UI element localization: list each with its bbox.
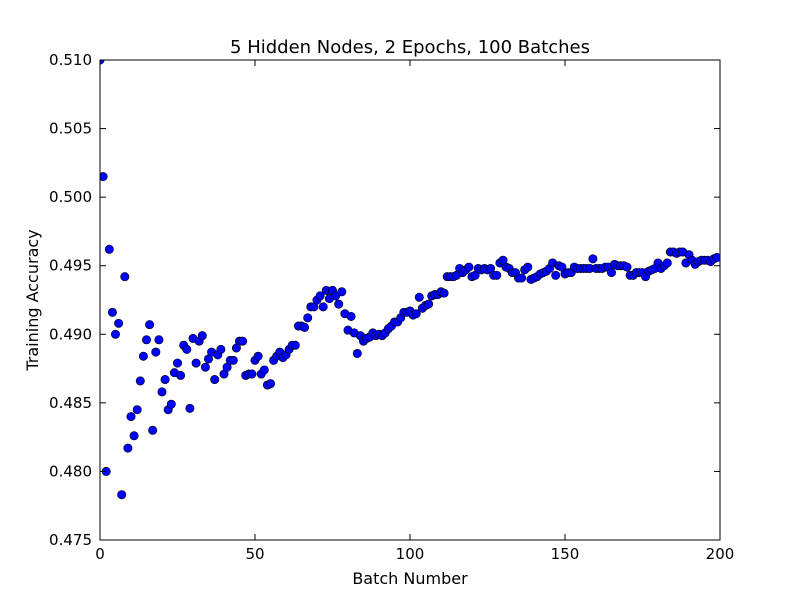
data-point [517, 273, 527, 283]
data-point [114, 318, 124, 328]
data-point [464, 262, 474, 272]
y-tick-label: 0.480 [49, 462, 92, 480]
data-point [346, 311, 356, 321]
data-point [315, 291, 325, 301]
x-axis-label: Batch Number [352, 569, 468, 588]
x-tick-label: 50 [245, 545, 264, 563]
data-point [142, 335, 152, 345]
data-point [331, 291, 341, 301]
data-point [197, 331, 207, 341]
data-point [303, 313, 313, 323]
data-point [216, 344, 226, 354]
axis-ticks: 0 50 100 150 200 0.475 0.480 0.485 0.490 0.495 0.5… [49, 51, 734, 563]
data-point [138, 351, 148, 361]
data-point [185, 403, 195, 413]
data-point [523, 262, 533, 272]
data-point [166, 399, 176, 409]
data-point [173, 358, 183, 368]
data-point [259, 365, 269, 375]
y-tick-label: 0.495 [49, 257, 92, 275]
data-point [318, 302, 328, 312]
data-point [135, 376, 145, 386]
data-point [182, 344, 192, 354]
data-point [210, 375, 220, 385]
data-point [228, 355, 238, 365]
data-point [160, 375, 170, 385]
data-point [238, 336, 248, 346]
data-point [424, 299, 434, 309]
data-point [120, 272, 130, 282]
y-tick-label: 0.485 [49, 394, 92, 412]
data-point [117, 490, 127, 500]
y-tick-label: 0.505 [49, 120, 92, 138]
data-point [411, 309, 421, 319]
data-point [492, 270, 502, 280]
x-tick-label: 100 [396, 545, 425, 563]
x-tick-label: 200 [706, 545, 735, 563]
y-tick-label: 0.490 [49, 325, 92, 343]
data-point [588, 254, 598, 264]
chart-title: 5 Hidden Nodes, 2 Epochs, 100 Batches [230, 37, 590, 58]
data-point [145, 320, 155, 330]
data-point [300, 322, 310, 332]
data-point [253, 351, 263, 361]
plot-area [100, 60, 720, 540]
data-point [176, 370, 186, 380]
data-point [551, 270, 561, 280]
y-tick-label: 0.475 [49, 531, 92, 549]
data-point [606, 268, 616, 278]
data-point [148, 425, 158, 435]
data-point [337, 287, 347, 297]
data-point [126, 412, 136, 422]
x-tick-label: 0 [95, 545, 105, 563]
y-tick-label: 0.500 [49, 188, 92, 206]
data-point [247, 369, 257, 379]
data-point [123, 443, 133, 453]
data-point [352, 348, 362, 358]
data-point [151, 347, 161, 357]
data-point [200, 362, 210, 372]
data-point [104, 244, 114, 254]
y-tick-label: 0.510 [49, 51, 92, 69]
data-point [154, 335, 164, 345]
data-point [191, 358, 201, 368]
x-tick-label: 150 [551, 545, 580, 563]
data-point [439, 288, 449, 298]
data-point [132, 405, 142, 415]
data-point [265, 379, 275, 389]
data-points [100, 60, 720, 500]
data-point [111, 329, 121, 339]
data-point [622, 262, 632, 272]
data-point [107, 307, 117, 317]
data-point [712, 252, 720, 262]
data-point [414, 292, 424, 302]
data-point [662, 258, 672, 268]
data-point [157, 387, 167, 397]
y-axis-label: Training Accuracy [23, 229, 42, 371]
data-point [100, 172, 108, 182]
data-point [129, 431, 139, 441]
data-point [334, 299, 344, 309]
data-point [290, 340, 300, 350]
